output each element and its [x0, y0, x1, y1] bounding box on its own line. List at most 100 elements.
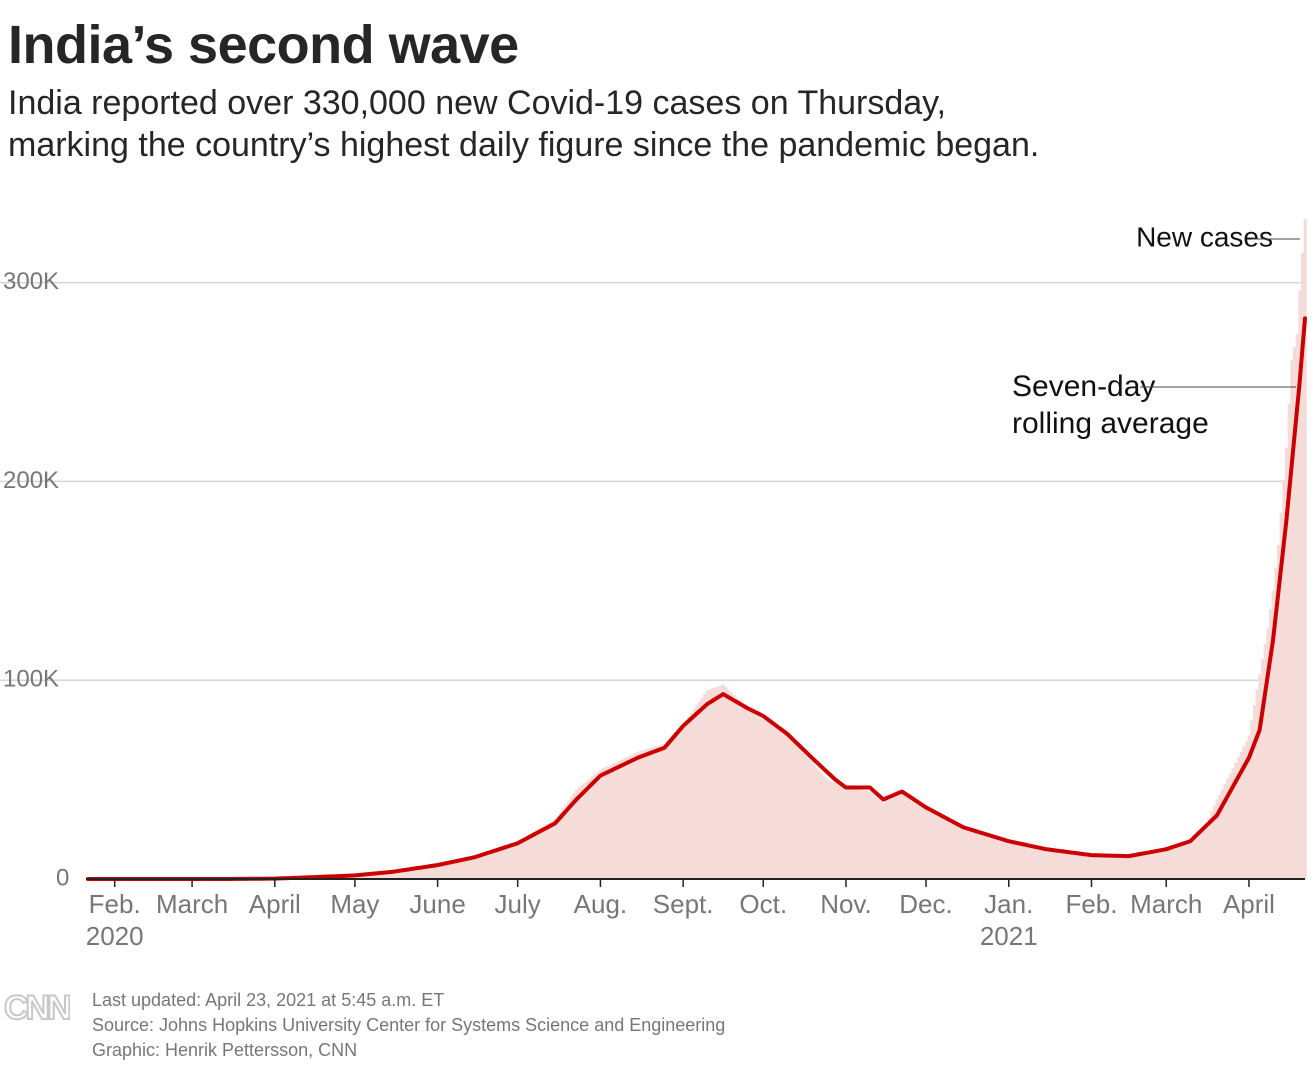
new-cases-bar: [713, 687, 717, 879]
new-cases-bar: [1119, 855, 1123, 879]
new-cases-bar: [825, 779, 829, 879]
new-cases-bar: [1218, 794, 1222, 879]
new-cases-bar: [956, 826, 960, 879]
new-cases-bar: [727, 689, 731, 879]
new-cases-bar: [914, 800, 918, 879]
new-cases-bar: [1106, 855, 1110, 879]
new-cases-bar: [1258, 674, 1262, 879]
new-cases-bar: [881, 803, 886, 879]
last-updated-note: Last updated: April 23, 2021 at 5:45 a.m…: [92, 990, 445, 1010]
new-cases-bar: [604, 767, 608, 879]
new-cases-bar: [820, 773, 824, 879]
new-cases-bar: [1298, 290, 1302, 880]
new-cases-bar: [481, 853, 485, 879]
new-cases-bar: [756, 715, 760, 879]
new-cases-bar: [1159, 848, 1163, 879]
new-cases-bar: [647, 748, 651, 879]
new-cases-bar: [991, 837, 995, 879]
new-cases-bar: [1068, 851, 1072, 879]
new-cases-bar: [372, 873, 376, 879]
new-cases-bar: [505, 844, 509, 879]
new-cases-bar: [1114, 855, 1118, 879]
new-cases-bar: [380, 872, 384, 879]
new-cases-bar: [487, 851, 491, 879]
new-cases-bar: [844, 787, 848, 879]
new-cases-bar: [1130, 855, 1134, 879]
new-cases-bar: [930, 810, 934, 879]
new-cases-bar: [583, 782, 587, 879]
new-cases-bar: [623, 758, 627, 879]
new-cases-bar: [470, 856, 475, 879]
new-cases-bar: [916, 802, 920, 879]
new-cases-bar: [414, 866, 418, 879]
new-cases-bar: [508, 844, 512, 879]
new-cases-bar: [433, 863, 437, 879]
new-cases-bar: [1084, 853, 1088, 879]
new-cases-bar: [737, 700, 741, 879]
new-cases-bar: [970, 831, 974, 879]
new-cases-bar: [732, 695, 736, 879]
new-cases-bar: [1047, 848, 1051, 879]
new-cases-bar: [1042, 847, 1046, 879]
new-cases-bar: [1188, 839, 1192, 879]
new-cases-bar: [617, 760, 621, 879]
new-cases-bar: [967, 830, 971, 879]
new-cases-bar: [1143, 852, 1147, 879]
new-cases-bar: [791, 739, 795, 879]
new-cases-bar: [700, 697, 704, 879]
x-tick-label: April: [249, 889, 301, 919]
new-cases-bar: [406, 868, 410, 879]
new-cases-bar: [1284, 447, 1289, 879]
credit-note: Graphic: Henrik Pettersson, CNN: [92, 1040, 358, 1060]
new-cases-bar: [1028, 845, 1032, 879]
new-cases-bar: [724, 687, 728, 879]
new-cases-bar: [865, 791, 870, 879]
subtitle-line-1: India reported over 330,000 new Covid-19…: [8, 84, 947, 122]
new-cases-bar: [588, 778, 592, 879]
new-cases-bar: [495, 848, 499, 879]
new-cases-bar: [1124, 856, 1128, 879]
new-cases-bar: [671, 735, 675, 879]
new-cases-bar: [1002, 839, 1006, 879]
new-cases-bar: [689, 712, 693, 879]
new-cases-bar: [799, 749, 803, 879]
new-cases-bar: [1154, 849, 1158, 879]
new-cases-bar: [1303, 219, 1307, 879]
new-cases-bar: [751, 712, 755, 879]
new-cases-bar: [366, 873, 370, 879]
new-cases-bar: [975, 832, 979, 879]
new-cases-bar: [369, 873, 373, 879]
new-cases-bar: [836, 784, 840, 879]
new-cases-bar: [1212, 805, 1216, 879]
new-cases-bar: [1087, 853, 1091, 879]
new-cases-bar: [449, 860, 453, 879]
new-cases-bar: [1260, 659, 1265, 879]
new-cases-bar: [852, 788, 856, 879]
new-cases-bar: [748, 710, 752, 879]
new-cases-bar: [978, 833, 982, 879]
new-cases-bar: [1012, 842, 1016, 879]
y-tick-label: 200K: [3, 467, 59, 494]
new-cases-bar: [404, 868, 408, 879]
new-cases-bar: [1071, 851, 1075, 879]
new-cases-bar: [457, 858, 461, 879]
x-tick-year-label: 2020: [86, 921, 144, 951]
new-cases-bar: [1234, 762, 1238, 879]
new-cases-bar: [1020, 843, 1024, 879]
x-tick-label: March: [1130, 889, 1202, 919]
new-cases-bar: [663, 743, 667, 879]
rolling-average-annotation-line: rolling average: [1012, 407, 1209, 440]
new-cases-bar: [785, 731, 789, 879]
new-cases-bar: [1202, 829, 1206, 879]
new-cases-bar: [478, 854, 483, 879]
new-cases-bar: [1242, 746, 1246, 879]
new-cases-bar: [465, 857, 469, 879]
new-cases-bar: [596, 771, 600, 879]
new-cases-bar: [1207, 817, 1211, 879]
new-cases-bar: [855, 789, 859, 879]
new-cases-bar: [1100, 854, 1104, 879]
new-cases-bar: [620, 759, 624, 879]
new-cases-bar: [935, 813, 939, 879]
x-tick-label: April: [1223, 889, 1275, 919]
new-cases-bar: [841, 786, 846, 879]
